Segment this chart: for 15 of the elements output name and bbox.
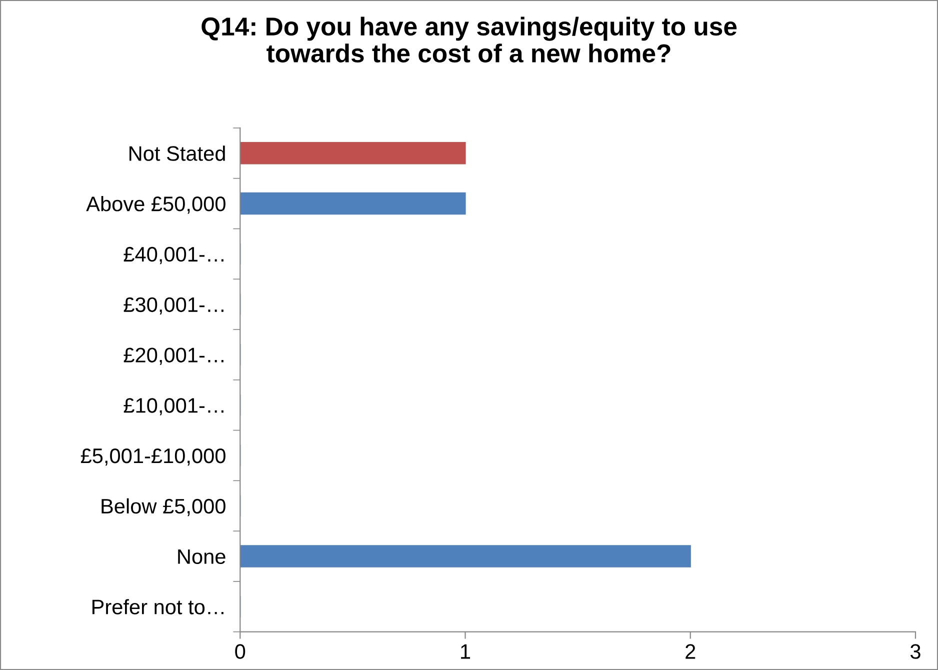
y-tick-label: Below £5,000 bbox=[102, 498, 226, 516]
x-tick-label: 1 bbox=[461, 644, 470, 659]
y-tick-label: None bbox=[178, 549, 226, 564]
x-tick-label: 2 bbox=[686, 644, 696, 659]
y-tick-label: Not Stated bbox=[130, 146, 225, 161]
y-tick-label: Above £50,000 bbox=[86, 196, 226, 214]
x-tick-label: 0 bbox=[235, 644, 246, 659]
y-tick-label: £5,001-£10,000 bbox=[80, 448, 226, 466]
y-tick-label: £40,001-… bbox=[124, 246, 224, 264]
x-tick-label: 3 bbox=[910, 644, 920, 659]
y-tick-label: £30,001-… bbox=[124, 297, 224, 315]
y-tick-label: Prefer not to… bbox=[92, 599, 224, 614]
y-tick-label: £20,001-… bbox=[124, 348, 224, 365]
chart-title: Q14: Do you have any savings/equity to use towards the cost of a new home? bbox=[202, 16, 737, 62]
y-tick-label: £10,001-… bbox=[124, 398, 224, 416]
